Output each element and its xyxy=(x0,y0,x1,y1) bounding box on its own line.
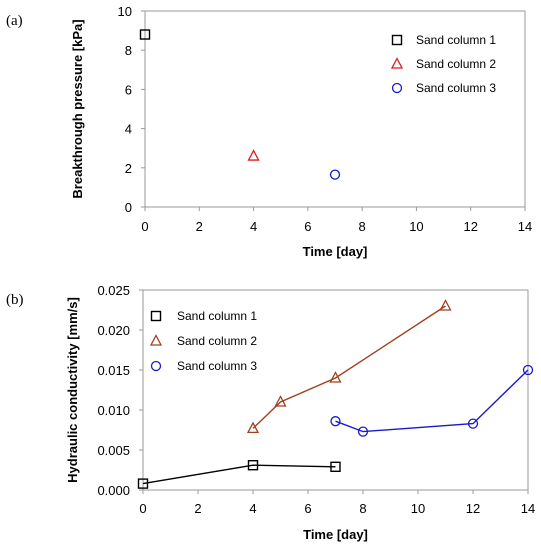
data-point xyxy=(329,169,341,180)
legend-marker xyxy=(391,82,403,94)
x-axis-title: Time [day] xyxy=(303,527,368,542)
legend-marker xyxy=(391,34,403,46)
series-1 xyxy=(139,29,151,40)
y-axis-title: Breakthrough pressure [kPa] xyxy=(70,19,85,198)
plot-area xyxy=(144,10,526,208)
legend-label: Sand column 2 xyxy=(177,334,257,348)
legend-label: Sand column 1 xyxy=(416,33,496,47)
x-tick-label: 6 xyxy=(304,219,311,234)
x-tick-label: 10 xyxy=(409,219,423,234)
legend-marker xyxy=(150,360,162,372)
data-point xyxy=(330,461,341,472)
y-tick-label: 0.015 xyxy=(97,363,130,378)
x-tick-label: 14 xyxy=(518,219,532,234)
legend: Sand column 1 Sand column 2 Sand column 3 xyxy=(390,33,496,95)
data-point xyxy=(139,29,151,40)
x-tick-label: 4 xyxy=(249,501,256,516)
y-tick-label: 0.020 xyxy=(97,323,130,338)
data-point xyxy=(439,299,452,311)
legend-label: Sand column 2 xyxy=(416,57,496,71)
x-tick-label: 12 xyxy=(466,501,480,516)
y-tick-label: 0.005 xyxy=(97,443,130,458)
x-tick-label: 12 xyxy=(463,219,477,234)
y-tick-label: 0.010 xyxy=(97,403,130,418)
x-tick-label: 0 xyxy=(141,219,148,234)
data-point xyxy=(247,149,260,161)
panel-label: (b) xyxy=(6,292,24,308)
x-tick-label: 2 xyxy=(194,501,201,516)
legend-label: Sand column 3 xyxy=(416,81,496,95)
series-3 xyxy=(330,364,534,437)
legend-marker xyxy=(149,334,163,346)
x-tick-label: 2 xyxy=(196,219,203,234)
x-tick-label: 10 xyxy=(411,501,425,516)
series-line xyxy=(252,305,446,429)
y-tick-label: 0.025 xyxy=(97,283,130,298)
x-tick-label: 6 xyxy=(304,501,311,516)
x-tick-label: 8 xyxy=(359,501,366,516)
y-axis-title: Hydraulic conductivity [mm/s] xyxy=(65,297,80,483)
legend-label: Sand column 1 xyxy=(177,309,257,323)
chart-panel-a: (a) 0 2 4 6 8 10 0 2 4 6 8 10 12 14 Time [day] Breakthro… xyxy=(6,4,532,259)
data-point xyxy=(274,395,287,407)
data-point xyxy=(247,460,259,471)
y-tick-label: 0 xyxy=(125,200,132,215)
series-2 xyxy=(247,149,260,161)
legend: Sand column 1 Sand column 2 Sand column 3 xyxy=(149,309,257,373)
series-line xyxy=(142,464,336,485)
series-1 xyxy=(137,460,341,489)
data-point xyxy=(329,371,342,383)
y-tick-label: 0.000 xyxy=(97,483,130,498)
data-point xyxy=(357,426,369,437)
data-point xyxy=(330,416,341,427)
y-tick-label: 4 xyxy=(125,122,132,137)
legend-label: Sand column 3 xyxy=(177,359,257,373)
x-tick-label: 4 xyxy=(250,219,257,234)
x-tick-label: 14 xyxy=(521,501,535,516)
panel-label: (a) xyxy=(6,13,23,29)
data-point xyxy=(137,478,149,489)
chart-panel-b: (b) 0.000 0.005 0.010 0.015 0.020 0.025 0 2 4 6 8 10… xyxy=(6,283,535,542)
legend-marker xyxy=(390,57,404,69)
legend-marker xyxy=(150,310,162,322)
y-tick-label: 6 xyxy=(125,82,132,97)
x-tick-label: 0 xyxy=(139,501,146,516)
y-tick-label: 2 xyxy=(125,161,132,176)
x-tick-label: 8 xyxy=(359,219,366,234)
data-point xyxy=(246,421,260,434)
data-point xyxy=(522,364,534,376)
data-point xyxy=(467,418,479,429)
series-2 xyxy=(246,299,452,434)
y-tick-label: 10 xyxy=(118,4,132,19)
series-3 xyxy=(329,169,341,180)
y-tick-label: 8 xyxy=(125,43,132,58)
plot-area xyxy=(142,289,529,491)
x-axis-title: Time [day] xyxy=(303,244,368,259)
series-line xyxy=(335,369,529,433)
